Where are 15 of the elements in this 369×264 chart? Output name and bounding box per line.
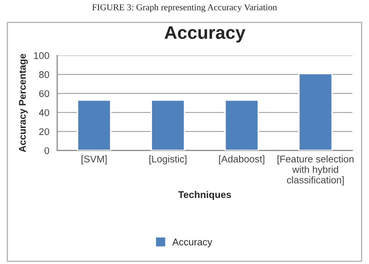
y-tick-label: 80 (39, 71, 50, 78)
chart-title: Accuracy (164, 26, 246, 43)
x-tick-label: [Adaboost] (219, 155, 264, 164)
y-axis-title: Accuracy Percentage (19, 54, 28, 152)
y-tick-label: 40 (38, 109, 50, 116)
x-tick-label: [Feature selection with hybrid classification] (278, 155, 354, 186)
y-tick-label: 0 (44, 147, 50, 154)
x-tick-label: [Logistic] (149, 155, 186, 164)
caption: FIGURE 3: Graph representing Accuracy Variation (92, 4, 277, 12)
x-tick-label: [SVM] (82, 155, 107, 164)
legend-label: Accuracy (172, 238, 212, 248)
y-tick-label: 60 (39, 90, 50, 98)
y-tick-label: 100 (34, 52, 50, 60)
x-axis-title: Techniques (178, 190, 232, 200)
y-tick-label: 20 (39, 128, 50, 136)
